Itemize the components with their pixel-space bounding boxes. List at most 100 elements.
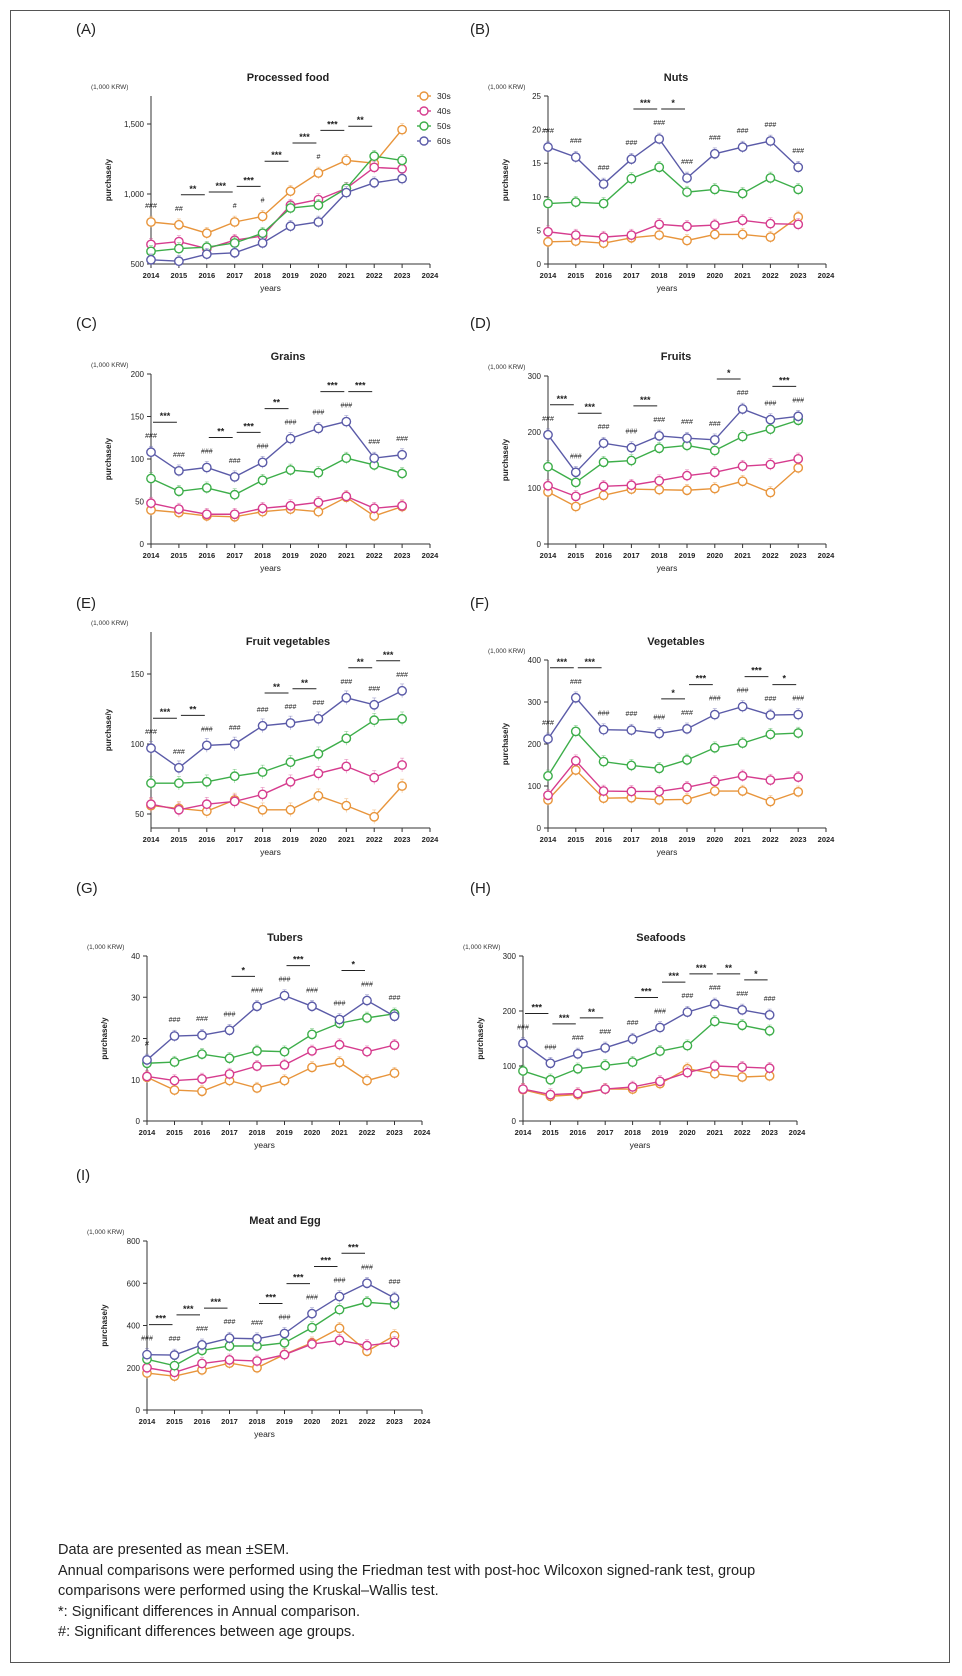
x-tick-label: 2021: [734, 271, 751, 280]
x-tick-label: 2020: [304, 1128, 321, 1137]
data-point-50s: [627, 1057, 638, 1068]
x-tick-label: 2021: [706, 1128, 723, 1137]
data-point-40s: [252, 1061, 262, 1072]
data-point-40s: [737, 461, 748, 472]
hash-marker: ###: [626, 140, 638, 147]
data-point-50s: [307, 1322, 317, 1333]
data-point-50s: [737, 188, 748, 199]
panel-label: (G): [76, 880, 98, 897]
data-point-50s: [709, 742, 720, 753]
y-tick-label: 0: [537, 540, 542, 549]
y-axis-label: purchase/y: [501, 438, 510, 481]
series-line-30s: [150, 496, 403, 518]
data-point-40s: [362, 1340, 372, 1351]
y-tick-label: 0: [512, 1117, 517, 1126]
hash-marker: ##: [175, 206, 183, 213]
hash-marker: ###: [545, 1044, 557, 1051]
data-point-40s: [793, 453, 804, 464]
star-marker: **: [273, 398, 281, 408]
x-tick-label: 2022: [762, 271, 779, 280]
data-point-40s: [572, 1088, 583, 1099]
data-point-40s: [224, 1355, 235, 1365]
star-marker: ***: [348, 1242, 359, 1252]
data-point-50s: [598, 198, 609, 209]
data-point-60s: [334, 1014, 345, 1025]
hash-marker: ###: [682, 993, 694, 1000]
data-point-30s: [313, 506, 324, 517]
hash-marker: ###: [201, 726, 213, 733]
hash-marker: ###: [709, 421, 721, 428]
series-line-50s: [547, 166, 799, 205]
hash-marker: ###: [229, 458, 241, 465]
x-tick-label: 2024: [818, 271, 836, 280]
x-tick-label: 2024: [422, 551, 440, 560]
data-point-30s: [654, 484, 665, 495]
data-point-50s: [169, 1057, 180, 1067]
hash-marker: ###: [570, 453, 582, 460]
x-tick-label: 2023: [386, 1128, 403, 1137]
y-axis-label: purchase/y: [104, 158, 113, 201]
data-point-40s: [169, 1075, 180, 1086]
y-tick-label: 0: [537, 824, 542, 833]
hash-marker: ###: [141, 1336, 153, 1343]
series-line-60s: [146, 1282, 395, 1356]
data-point-50s: [252, 1045, 262, 1056]
data-point-40s: [543, 790, 553, 801]
data-point-50s: [626, 173, 637, 184]
data-point-40s: [369, 503, 380, 514]
legend-label-40s: 40s: [437, 106, 451, 116]
unit-label: (1,000 KRW): [91, 620, 128, 627]
star-marker: ***: [271, 150, 282, 160]
x-axis-label: years: [630, 1140, 651, 1150]
panel-1: (B) Nuts (1,000 KRW) 0 5 10 15 20 25 2014 2015 2016…: [470, 21, 835, 293]
data-point-30s: [197, 1086, 207, 1097]
legend-marker-50s: [419, 121, 429, 131]
panel-label: (B): [470, 21, 490, 38]
data-point-40s: [397, 760, 407, 770]
data-point-60s: [654, 134, 665, 144]
data-point-50s: [765, 729, 776, 740]
hash-marker: ###: [196, 1016, 208, 1023]
hash-marker: ###: [224, 1319, 236, 1326]
x-tick-label: 2022: [359, 1417, 376, 1426]
legend-label-60s: 60s: [437, 136, 451, 146]
hash-marker: ###: [224, 1011, 236, 1018]
data-point-30s: [654, 230, 665, 241]
x-tick-label: 2018: [651, 551, 668, 560]
star-marker: ***: [383, 650, 394, 660]
x-tick-label: 2015: [542, 1128, 559, 1137]
data-point-30s: [389, 1068, 400, 1079]
data-point-40s: [682, 1067, 693, 1078]
x-tick-label: 2023: [394, 271, 411, 280]
data-point-50s: [307, 1029, 317, 1040]
x-tick-label: 2016: [595, 271, 612, 280]
data-point-50s: [313, 467, 324, 478]
data-point-50s: [173, 486, 184, 497]
x-tick-label: 2014: [143, 835, 161, 844]
data-point-40s: [201, 509, 212, 520]
hash-marker: ###: [340, 403, 352, 410]
data-point-60s: [545, 1058, 556, 1069]
data-point-60s: [307, 1308, 317, 1319]
panel-3: (D) Fruits (1,000 KRW) 0 100 200 300 2014 2015 20…: [470, 315, 835, 573]
star-marker: ***: [183, 1304, 194, 1314]
x-tick-label: 2020: [304, 1417, 321, 1426]
y-tick-label: 300: [503, 952, 517, 961]
x-tick-label: 2017: [221, 1417, 238, 1426]
y-tick-label: 100: [131, 455, 145, 464]
x-tick-label: 2017: [623, 551, 640, 560]
data-point-30s: [598, 490, 609, 501]
data-point-60s: [737, 701, 748, 712]
data-point-50s: [570, 726, 581, 737]
data-point-50s: [600, 1060, 611, 1071]
data-point-50s: [793, 728, 804, 738]
x-axis-label: years: [260, 563, 281, 573]
data-point-50s: [257, 767, 268, 777]
y-tick-label: 200: [528, 428, 542, 437]
star-marker: ***: [559, 1013, 570, 1023]
x-tick-label: 2016: [595, 551, 612, 560]
x-tick-label: 2014: [143, 271, 161, 280]
data-point-50s: [397, 713, 407, 724]
panel-label: (D): [470, 315, 491, 332]
hash-marker: ###: [396, 436, 408, 443]
